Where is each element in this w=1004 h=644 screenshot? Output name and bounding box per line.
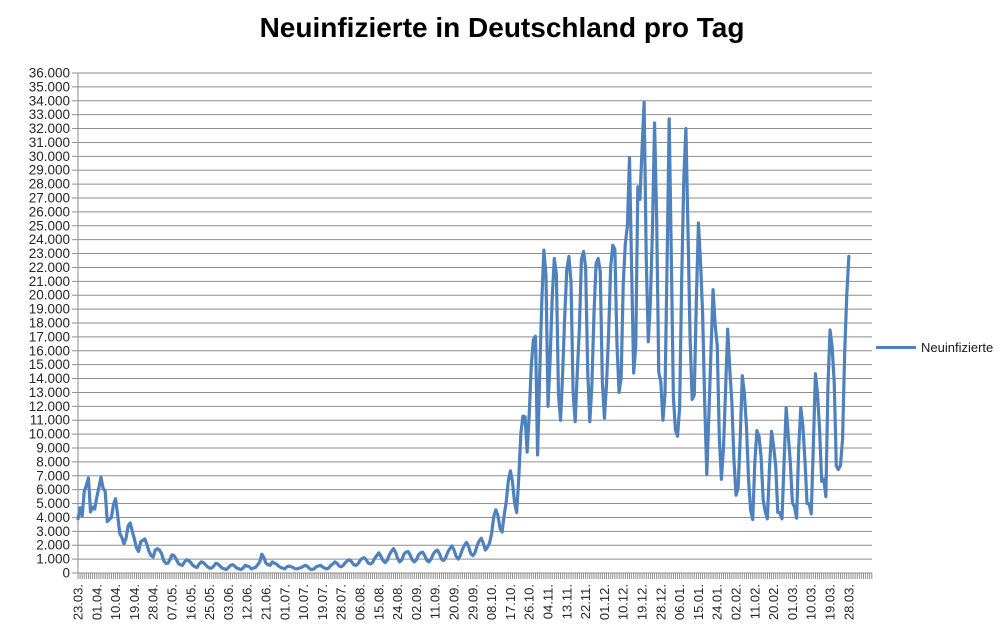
x-tick-label: 15.08. [371,584,386,620]
chart-title: Neuinfizierte in Deutschland pro Tag [259,12,745,43]
x-tick-label: 10.04. [108,584,123,620]
x-tick-label: 16.05. [183,584,198,620]
y-tick-label: 0 [62,566,70,581]
y-tick-label: 36.000 [29,66,70,81]
y-tick-label: 33.000 [29,107,70,122]
x-tick-label: 04.11. [541,584,556,619]
y-tick-label: 15.000 [29,357,70,372]
y-tick-label: 12.000 [29,399,70,414]
x-tick-label: 25.05. [202,584,217,620]
x-tick-label: 19.12. [635,584,650,620]
x-tick-label: 28.03. [841,584,856,620]
y-tick-label: 11.000 [30,413,70,428]
y-tick-label: 18.000 [29,316,70,331]
x-tick-label: 02.09. [409,584,424,620]
x-tick-label: 17.10. [503,584,518,620]
x-tick-label: 06.08. [353,584,368,620]
y-tick-label: 30.000 [29,149,70,164]
x-tick-label: 20.02. [766,584,781,620]
y-tick-label: 10.000 [29,427,70,442]
y-tick-label: 7.000 [36,468,70,483]
x-tick-label: 26.10. [522,584,537,620]
y-tick-label: 13.000 [29,385,70,400]
x-tick-label: 01.12. [597,584,612,620]
x-tick-label: 10.12. [616,584,631,620]
y-tick-label: 29.000 [29,163,70,178]
x-tick-label: 19.03. [823,584,838,620]
series-line [76,100,851,572]
y-tick-label: 19.000 [29,302,70,317]
x-tick-label: 21.06. [259,584,274,620]
x-tick-label: 19.04. [127,584,142,620]
y-tick-label: 32.000 [29,121,70,136]
y-tick-label: 17.000 [29,329,70,344]
x-tick-label: 28.12. [653,584,668,620]
y-tick-label: 8.000 [36,454,70,469]
y-tick-label: 16.000 [29,343,70,358]
y-tick-label: 6.000 [36,482,70,497]
y-tick-label: 27.000 [29,191,70,206]
y-tick-label: 4.000 [36,510,70,525]
y-tick-label: 1.000 [36,552,70,567]
x-tick-label: 28.07. [334,584,349,620]
y-tick-label: 3.000 [36,524,70,539]
x-tick-label: 11.09. [428,584,443,619]
x-tick-label: 07.05. [165,584,180,620]
y-tick-label: 21.000 [29,274,70,289]
legend: Neuinfizierte [876,340,993,355]
y-tick-label: 20.000 [29,288,70,303]
x-tick-label: 20.09. [447,584,462,620]
x-tick-label: 15.01. [691,584,706,620]
y-tick-label: 26.000 [29,204,70,219]
x-tick-label: 23.03. [71,584,86,620]
x-tick-label: 10.07. [296,584,311,620]
y-tick-label: 9.000 [36,441,70,456]
y-tick-label: 35.000 [29,79,70,94]
x-tick-label: 28.04. [146,584,161,620]
y-tick-label: 31.000 [29,135,70,150]
x-tick-label: 24.08. [390,584,405,620]
y-tick-label: 34.000 [29,93,70,108]
x-tick-label: 12.06. [240,584,255,620]
x-tick-label: 19.07. [315,584,330,620]
x-tick-label: 11.02. [747,584,762,619]
legend-series-label: Neuinfizierte [921,340,994,355]
y-tick-label: 2.000 [36,538,70,553]
y-tick-label: 28.000 [29,177,70,192]
x-tick-label: 22.11. [578,584,593,619]
x-tick-label: 02.02. [729,584,744,620]
x-tick-label: 08.10. [484,584,499,620]
x-tick-label: 01.04. [89,584,104,620]
x-tick-label: 01.03. [785,584,800,620]
x-tick-marks [77,573,873,579]
y-tick-label: 22.000 [29,260,70,275]
x-tick-label: 13.11. [559,584,574,619]
x-tick-label: 29.09. [465,584,480,620]
x-tick-label: 10.03. [804,584,819,620]
y-tick-label: 25.000 [29,218,70,233]
x-tick-label: 01.07. [277,584,292,620]
x-tick-label: 06.01. [672,584,687,620]
y-tick-label: 5.000 [36,496,70,511]
y-tick-label: 24.000 [29,232,70,247]
legend-line-swatch [876,346,916,349]
y-tick-label: 14.000 [29,371,70,386]
x-tick-label: 03.06. [221,584,236,620]
y-tick-label: 23.000 [29,246,70,261]
x-tick-label: 24.01. [710,584,725,620]
